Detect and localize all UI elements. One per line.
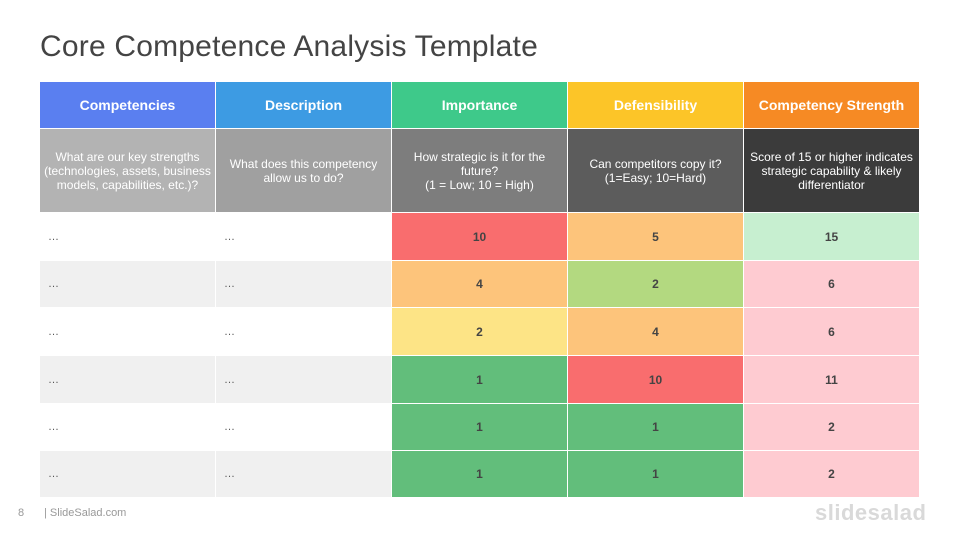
question-competencies: What are our key strengths (technologies… xyxy=(40,129,215,212)
question-description: What does this competency allow us to do… xyxy=(216,129,391,212)
cell-importance: 1 xyxy=(392,451,567,497)
cell-defensibility: 2 xyxy=(568,261,743,307)
cell-description: … xyxy=(216,308,391,355)
header-defensibility: Defensibility xyxy=(568,82,743,128)
cell-competency-strength: 15 xyxy=(744,213,919,260)
cell-competency: … xyxy=(40,356,215,403)
header-description: Description xyxy=(216,82,391,128)
cell-competency-strength: 2 xyxy=(744,404,919,450)
cell-importance: 4 xyxy=(392,261,567,307)
slidesalad-logo: slidesalad xyxy=(815,500,927,525)
cell-defensibility: 10 xyxy=(568,356,743,403)
question-importance: How strategic is it for the future? (1 =… xyxy=(392,129,567,212)
header-importance: Importance xyxy=(392,82,567,128)
page-number: 8 xyxy=(18,507,25,519)
cell-competency-strength: 6 xyxy=(744,261,919,307)
cell-defensibility: 1 xyxy=(568,404,743,450)
cell-defensibility: 1 xyxy=(568,451,743,497)
competence-table: Competencies Description Importance Defe… xyxy=(40,82,919,497)
cell-defensibility: 5 xyxy=(568,213,743,260)
cell-importance: 10 xyxy=(392,213,567,260)
cell-defensibility: 4 xyxy=(568,308,743,355)
cell-competency-strength: 2 xyxy=(744,451,919,497)
cell-competency-strength: 6 xyxy=(744,308,919,355)
cell-description: … xyxy=(216,356,391,403)
cell-competency-strength: 11 xyxy=(744,356,919,403)
cell-description: … xyxy=(216,261,391,307)
cell-competency: … xyxy=(40,213,215,260)
page-title: Core Competence Analysis Template xyxy=(40,30,538,63)
source-credit: | SlideSalad.com xyxy=(44,507,127,519)
cell-description: … xyxy=(216,451,391,497)
cell-importance: 1 xyxy=(392,404,567,450)
header-competencies: Competencies xyxy=(40,82,215,128)
header-competency-strength: Competency Strength xyxy=(744,82,919,128)
question-defensibility: Can competitors copy it? (1=Easy; 10=Har… xyxy=(568,129,743,212)
cell-description: … xyxy=(216,404,391,450)
cell-competency: … xyxy=(40,261,215,307)
cell-competency: … xyxy=(40,451,215,497)
cell-description: … xyxy=(216,213,391,260)
cell-importance: 1 xyxy=(392,356,567,403)
cell-competency: … xyxy=(40,308,215,355)
cell-competency: … xyxy=(40,404,215,450)
cell-importance: 2 xyxy=(392,308,567,355)
question-competency-strength: Score of 15 or higher indicates strategi… xyxy=(744,129,919,212)
